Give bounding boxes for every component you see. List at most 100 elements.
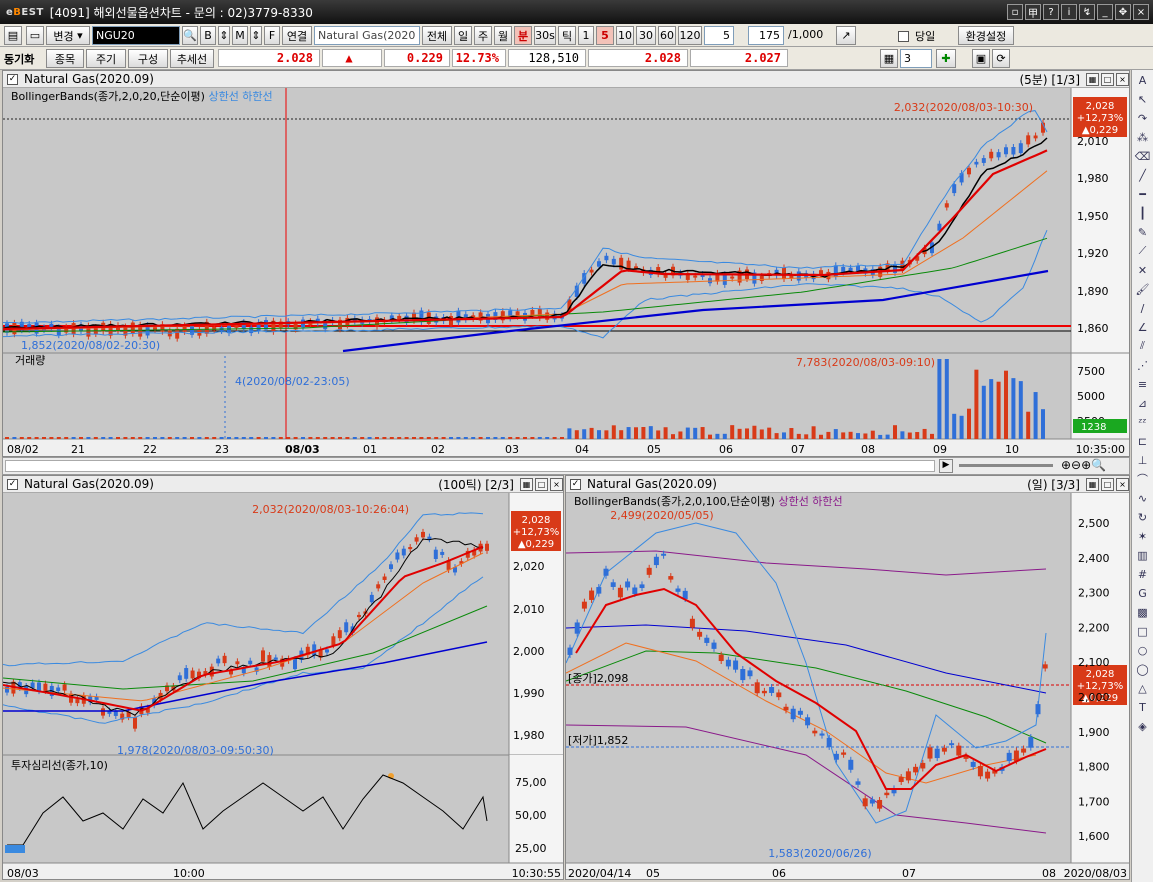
- daily-chart-check[interactable]: ✓: [570, 478, 581, 490]
- grid-icon[interactable]: ▦: [1086, 72, 1099, 86]
- save-layout-icon[interactable]: ▣: [972, 49, 990, 68]
- gbox-icon[interactable]: ▩: [1137, 605, 1148, 619]
- fib-icon[interactable]: ≡: [1137, 377, 1148, 391]
- today-checkbox[interactable]: 당일: [898, 28, 935, 44]
- chart-type-icon[interactable]: ▤: [4, 26, 22, 45]
- save-icon[interactable]: ▭: [26, 26, 44, 45]
- help-icon[interactable]: ?: [1043, 4, 1059, 20]
- circle-icon[interactable]: ○: [1137, 643, 1148, 657]
- spin2-icon[interactable]: ⇕: [250, 26, 262, 45]
- text-a-icon[interactable]: A: [1138, 73, 1147, 87]
- tick-max-icon[interactable]: □: [535, 477, 548, 491]
- tick-chart-svg[interactable]: 2,032(2020/08/03-10:26:04) 1,978(2020/08…: [3, 493, 564, 880]
- tab-period[interactable]: 주기: [86, 49, 126, 68]
- change-button[interactable]: 변경 ▾: [46, 26, 90, 45]
- interval-60[interactable]: 60: [658, 26, 676, 45]
- qty-input[interactable]: 5: [704, 26, 734, 45]
- period-30s[interactable]: 30s: [534, 26, 556, 45]
- parallel-icon[interactable]: ⫽: [1140, 339, 1145, 352]
- grid2-icon[interactable]: ▥: [1137, 548, 1148, 562]
- interval-10[interactable]: 10: [616, 26, 634, 45]
- window-icon-button[interactable]: ▫: [1007, 4, 1023, 20]
- layout-icon[interactable]: ▦: [880, 49, 898, 68]
- spin-icon[interactable]: ⇕: [218, 26, 230, 45]
- zoom-icons[interactable]: ⊕⊖⊕🔍: [1061, 458, 1107, 472]
- pen-icon[interactable]: ✎: [1137, 225, 1148, 239]
- triangle-icon[interactable]: △: [1138, 681, 1147, 695]
- arc-icon[interactable]: ⌒: [1137, 473, 1148, 486]
- count-input[interactable]: 175: [748, 26, 784, 45]
- restore-icon[interactable]: ↯: [1079, 4, 1095, 20]
- zoom-slider[interactable]: [959, 464, 1053, 467]
- period-day[interactable]: 일: [454, 26, 472, 45]
- daily-grid-icon[interactable]: ▦: [1086, 477, 1099, 491]
- tab-compose[interactable]: 구성: [128, 49, 168, 68]
- product-field[interactable]: Natural Gas(2020: [314, 26, 420, 45]
- fan-icon[interactable]: ⊿: [1137, 396, 1148, 410]
- max-icon[interactable]: □: [1101, 72, 1114, 86]
- scroll-track[interactable]: [5, 460, 935, 472]
- m-icon[interactable]: M: [232, 26, 248, 45]
- interval-5[interactable]: 5: [596, 26, 614, 45]
- cycle-icon[interactable]: ↻: [1137, 510, 1148, 524]
- bracket-icon[interactable]: ⊏: [1137, 434, 1148, 448]
- main-scrollbar[interactable]: ▶ ⊕⊖⊕🔍: [2, 457, 1130, 475]
- search-icon[interactable]: 🔍: [182, 26, 198, 45]
- daily-close-icon[interactable]: ×: [1116, 477, 1129, 491]
- wave-icon[interactable]: ∿: [1137, 491, 1148, 505]
- add-chart-icon[interactable]: ✚: [936, 49, 956, 68]
- chart-icon[interactable]: ↗: [836, 26, 856, 45]
- link-button[interactable]: 연결: [282, 26, 312, 45]
- code-input[interactable]: NGU20: [92, 26, 180, 45]
- vline-icon[interactable]: ┃: [1139, 206, 1146, 220]
- refresh-icon[interactable]: ⟳: [992, 49, 1010, 68]
- square-icon[interactable]: □: [1137, 624, 1148, 638]
- f-icon[interactable]: F: [264, 26, 280, 45]
- hline-icon[interactable]: ━: [1139, 187, 1146, 201]
- cursor-icon[interactable]: ↖: [1137, 92, 1148, 106]
- move-icon[interactable]: ✥: [1115, 4, 1131, 20]
- period-minute[interactable]: 분: [514, 26, 532, 45]
- layout-count[interactable]: 3: [900, 49, 932, 68]
- all-button[interactable]: 전체: [422, 26, 452, 45]
- minimize-button[interactable]: _: [1097, 4, 1113, 20]
- tick-chart-check[interactable]: ✓: [7, 478, 18, 490]
- interval-120[interactable]: 120: [678, 26, 702, 45]
- line-icon[interactable]: ╱: [1139, 168, 1146, 182]
- channel-icon[interactable]: ⋰: [1137, 358, 1148, 372]
- all-icon[interactable]: ⁂: [1137, 130, 1148, 144]
- main-chart-svg[interactable]: BollingerBands(종가,2,0,20,단순이평) 상한선 하한선 2…: [3, 88, 1130, 457]
- interval-30[interactable]: 30: [636, 26, 656, 45]
- period-month[interactable]: 월: [494, 26, 512, 45]
- eraser-icon[interactable]: ⌫: [1134, 149, 1151, 163]
- env-settings-button[interactable]: 환경설정: [958, 26, 1014, 45]
- tick-close-icon[interactable]: ×: [550, 477, 563, 491]
- gfan-icon[interactable]: G: [1138, 586, 1147, 600]
- tab-item[interactable]: 종목: [46, 49, 84, 68]
- close-icon[interactable]: ×: [1116, 72, 1129, 86]
- daily-max-icon[interactable]: □: [1101, 477, 1114, 491]
- period-tick[interactable]: 틱: [558, 26, 576, 45]
- zz-icon[interactable]: ᶻᶻ: [1138, 415, 1147, 429]
- cross-icon[interactable]: ✕: [1137, 263, 1148, 277]
- b-icon[interactable]: B: [200, 26, 216, 45]
- scroll-right-icon[interactable]: ▶: [939, 459, 953, 473]
- daily-chart-svg[interactable]: BollingerBands(종가,2,0,100,단순이평) 상한선 하한선 …: [566, 493, 1130, 880]
- main-chart-check[interactable]: ✓: [7, 73, 18, 85]
- color-icon[interactable]: ◈: [1138, 719, 1147, 733]
- ruler-icon[interactable]: ⊥: [1137, 453, 1148, 467]
- info-icon[interactable]: i: [1061, 4, 1077, 20]
- period-week[interactable]: 주: [474, 26, 492, 45]
- pin-icon[interactable]: 甲: [1025, 4, 1041, 20]
- redo-icon[interactable]: ↷: [1137, 111, 1148, 125]
- tick-grid-icon[interactable]: ▦: [520, 477, 533, 491]
- brush-icon[interactable]: 🖌: [1135, 282, 1150, 296]
- slash-icon[interactable]: ∕: [1140, 301, 1145, 315]
- trend-icon[interactable]: ⟋: [1138, 244, 1147, 257]
- hash-icon[interactable]: #: [1137, 567, 1148, 581]
- interval-1[interactable]: 1: [578, 26, 594, 45]
- angle-icon[interactable]: ∠: [1137, 320, 1148, 334]
- close-button[interactable]: ×: [1133, 4, 1149, 20]
- tab-trendline[interactable]: 추세선: [170, 49, 214, 68]
- gann-icon[interactable]: ✶: [1137, 529, 1148, 543]
